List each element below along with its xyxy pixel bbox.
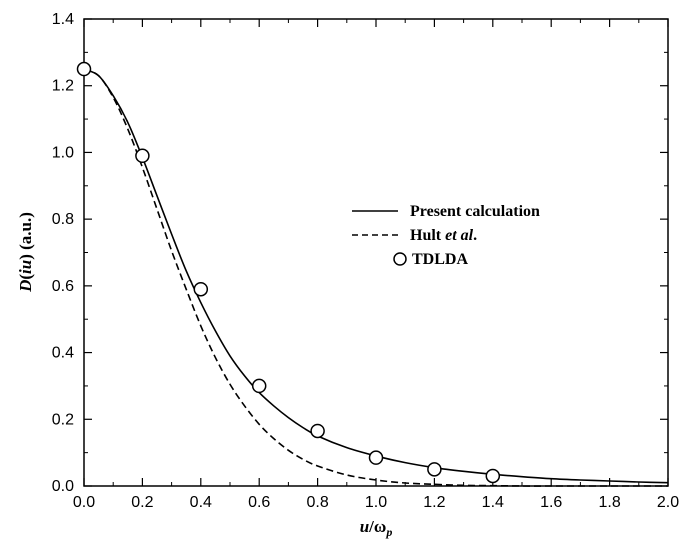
ylabel-rest: ) (a.u.): [16, 212, 35, 260]
legend-label-present: Present calculation: [410, 203, 540, 220]
tdlda-point: [76, 61, 92, 77]
tdlda-markers: [76, 61, 501, 484]
xlabel-sub: p: [385, 525, 392, 539]
x-tick-label: 1.4: [482, 494, 504, 511]
ylabel-iu: iu: [16, 260, 35, 274]
tdlda-point: [251, 378, 267, 394]
x-tick-label: 0.4: [190, 494, 212, 511]
hult-curve: [83, 68, 668, 487]
y-tick-label: 0.8: [52, 211, 74, 228]
tdlda-point: [485, 468, 501, 484]
x-tick-label: 0.6: [248, 494, 270, 511]
x-tick-label: 0.0: [73, 494, 95, 511]
x-tick-label: 1.2: [423, 494, 445, 511]
y-tick-label: 1.2: [52, 78, 74, 95]
tdlda-point: [193, 281, 209, 297]
tdlda-point: [427, 462, 442, 477]
xlabel-slash: /ω: [368, 517, 386, 536]
y-tick-label: 0.2: [52, 411, 74, 428]
y-tick-label: 1.4: [52, 11, 74, 28]
x-tick-label: 0.2: [131, 494, 153, 511]
y-tick-label: 0.6: [52, 278, 74, 295]
y-tick-labels: 0.0 0.2 0.4 0.6 0.8 1.0 1.2 1.4: [52, 11, 74, 495]
x-tick-labels: 0.0 0.2 0.4 0.6 0.8 1.0 1.2 1.4 1.6 1.8 2.0: [73, 494, 679, 511]
axis-ticks: [83, 18, 669, 487]
legend-hult-name: Hult: [410, 227, 445, 244]
legend-hult-period: .: [473, 227, 477, 244]
plot-frame: [83, 18, 669, 487]
legend-label-tdlda: TDLDA: [412, 251, 468, 268]
legend-hult-etal: et al: [445, 227, 474, 244]
legend: Present calculation Hult et al. TDLDA: [352, 203, 540, 268]
x-axis-title: u/ωp: [360, 517, 393, 539]
x-tick-label: 1.0: [365, 494, 387, 511]
xlabel-u: u: [360, 517, 369, 536]
tdlda-point: [368, 450, 384, 465]
ylabel-d: D: [16, 280, 35, 293]
present-calculation-curve: [83, 68, 669, 484]
y-tick-label: 1.0: [52, 144, 74, 161]
ylabel-paren-open: (: [16, 274, 35, 280]
x-tick-label: 1.6: [540, 494, 562, 511]
x-tick-label: 1.8: [598, 494, 620, 511]
x-tick-label: 0.8: [306, 494, 328, 511]
tdlda-point: [135, 148, 150, 164]
data-curves: [83, 68, 669, 487]
legend-circle-marker-swatch: [393, 252, 407, 266]
y-axis-title: D(iu) (a.u.): [16, 212, 35, 293]
y-tick-label: 0.4: [52, 345, 74, 362]
legend-label-hult: Hult et al.: [410, 227, 477, 244]
tdlda-point: [310, 423, 325, 439]
y-tick-label: 0.0: [52, 478, 74, 495]
x-tick-label: 2.0: [657, 494, 679, 511]
